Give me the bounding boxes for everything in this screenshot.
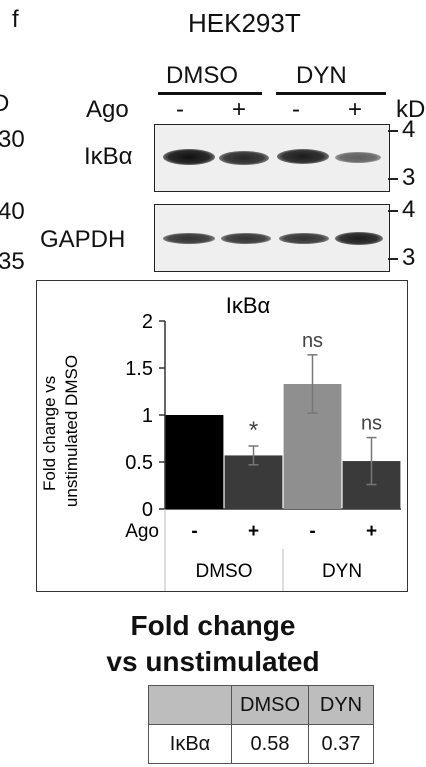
chart-y-axis-label: Fold change vs unstimulated DMSO — [40, 355, 81, 507]
summary-table-corner — [148, 685, 232, 725]
blot-ikba-marker-bottom: 3 — [402, 164, 416, 191]
ago-sign-4: + — [348, 96, 363, 123]
summary-table-header-dyn: DYN — [308, 685, 374, 725]
summary-table-header-dmso: DMSO — [231, 685, 309, 725]
chart-y-axis-label-line1: Fold change vs — [40, 376, 59, 491]
chart-y-tick-label: 2 — [142, 311, 153, 333]
chart-ago-label: Ago — [125, 521, 159, 542]
summary-heading-line1: Fold change — [130, 610, 296, 641]
chart-title: IκBα — [226, 293, 271, 318]
band-ikba-3 — [277, 149, 329, 164]
summary-heading-line2: vs unstimulated — [106, 646, 320, 677]
blot-gapdh-marker-bottom: 3 — [402, 244, 416, 271]
blot-ikba-marker-top-tick — [388, 130, 398, 132]
band-ikba-1 — [163, 149, 215, 165]
chart-ago-sign: + — [248, 521, 259, 542]
blot-gapdh-marker-top-tick — [388, 210, 398, 212]
chart-significance-label: ns — [361, 413, 382, 435]
figure-title: HEK293T — [188, 8, 301, 38]
ago-label: Ago — [86, 96, 129, 123]
ago-sign-1: - — [176, 96, 184, 123]
blot-ikba-marker-bottom-tick — [388, 178, 398, 180]
summary-table-cell-dmso: 0.58 — [231, 724, 309, 764]
band-gapdh-3 — [279, 233, 329, 244]
band-gapdh-1 — [163, 233, 215, 244]
chart-y-tick-label: 1 — [142, 405, 153, 427]
summary-heading: Fold change vs unstimulated — [0, 608, 426, 680]
left-cut-label-4: 35 — [0, 248, 25, 275]
blot-label-gapdh: GAPDH — [40, 226, 126, 253]
chart-significance-label: * — [249, 417, 258, 444]
chart-y-tick-label: 1.5 — [125, 358, 153, 380]
blot-gapdh — [154, 204, 390, 272]
chart-plot-area: 0 0.5 1 1.5 2 * ns ns Ago - + - + DMSO DYN — [125, 311, 401, 591]
ago-sign-3: - — [292, 96, 300, 123]
summary-table-row-label: IκBα — [148, 724, 232, 764]
summary-table-header-row: DMSO DYN — [148, 685, 374, 725]
condition-dyn-bar — [276, 92, 386, 95]
chart-ago-sign: - — [309, 521, 315, 542]
chart-y-axis-label-line2: unstimulated DMSO — [62, 355, 81, 507]
chart-significance-label: ns — [302, 330, 323, 352]
chart-y-tick-label: 0.5 — [125, 452, 153, 474]
chart-bar — [165, 415, 224, 509]
left-cut-label-3: 40 — [0, 198, 25, 225]
chart-y-tick-label: 0 — [142, 499, 153, 521]
panel-letter: f — [12, 6, 19, 33]
left-cut-label-2: 30 — [0, 126, 25, 153]
condition-dmso-bar — [158, 92, 262, 95]
band-gapdh-2 — [221, 233, 271, 244]
chart-group-label: DMSO — [196, 561, 253, 582]
blot-gapdh-marker-top: 4 — [402, 196, 416, 223]
bar-chart: IκBα Fold change vs unstimulated DMSO 00… — [40, 293, 401, 591]
blot-ikba — [154, 124, 390, 192]
blot-label-ikba: IκBα — [84, 143, 133, 170]
ago-sign-2: + — [232, 96, 247, 123]
chart-ago-sign: - — [191, 521, 197, 542]
condition-dmso: DMSO — [166, 62, 238, 89]
left-cut-label-1: D — [0, 90, 10, 117]
summary-table-cell-dyn: 0.37 — [308, 724, 374, 764]
summary-table: DMSO DYN IκBα 0.58 0.37 — [148, 685, 374, 764]
band-gapdh-4 — [335, 232, 383, 245]
chart-ago-sign: + — [366, 521, 377, 542]
blot-gapdh-marker-bottom-tick — [388, 258, 398, 260]
condition-dyn: DYN — [296, 62, 347, 89]
kd-label: kD — [396, 96, 426, 123]
band-ikba-2 — [219, 151, 269, 165]
blot-ikba-marker-top: 4 — [402, 116, 416, 143]
chart-group-label: DYN — [322, 561, 362, 582]
summary-table-row: IκBα 0.58 0.37 — [148, 724, 374, 764]
band-ikba-4 — [335, 152, 381, 163]
